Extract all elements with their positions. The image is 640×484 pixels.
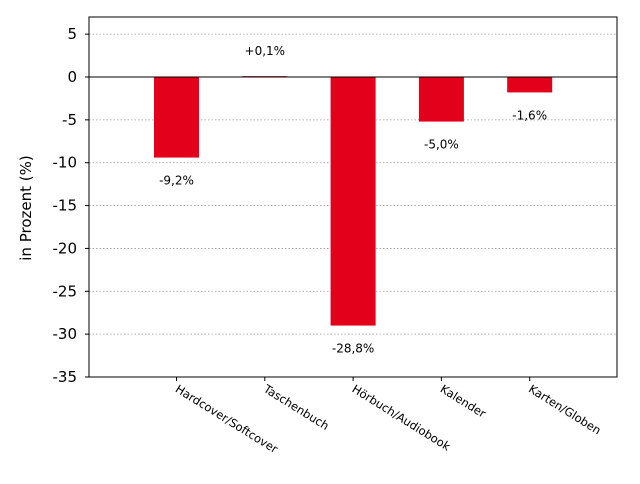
bar [330,77,376,326]
x-tick-label: Karten/Globen [526,382,604,438]
bar [418,77,464,122]
data-labels: -9,2% +0,1% -28,8% -5,0% -1,6% [159,44,547,355]
y-tick-label: -20 [53,239,78,257]
y-tick-label: -30 [53,325,78,343]
bar [507,77,553,93]
y-tick-label: -35 [53,368,78,386]
data-label: -28,8% [332,342,374,356]
y-tick-label: -5 [62,111,77,129]
y-tick-label: -10 [53,154,78,172]
y-tick-label: 0 [67,68,77,86]
y-tick-label: -15 [53,197,78,215]
y-tick-label: -25 [53,282,78,300]
x-tick-label: Taschenbuch [260,381,331,433]
data-label: -1,6% [512,108,547,122]
data-label: -9,2% [159,174,194,188]
y-axis-ticks: 5 0 -5 -10 -15 -20 -25 -30 -35 [53,25,89,386]
data-label: +0,1% [245,44,286,58]
bar [154,77,199,158]
bars [154,76,553,326]
y-axis-title: in Prozent (%) [17,155,35,260]
data-label: -5,0% [424,138,459,152]
x-tick-label: Kalender [438,382,489,421]
y-tick-label: 5 [67,25,77,43]
